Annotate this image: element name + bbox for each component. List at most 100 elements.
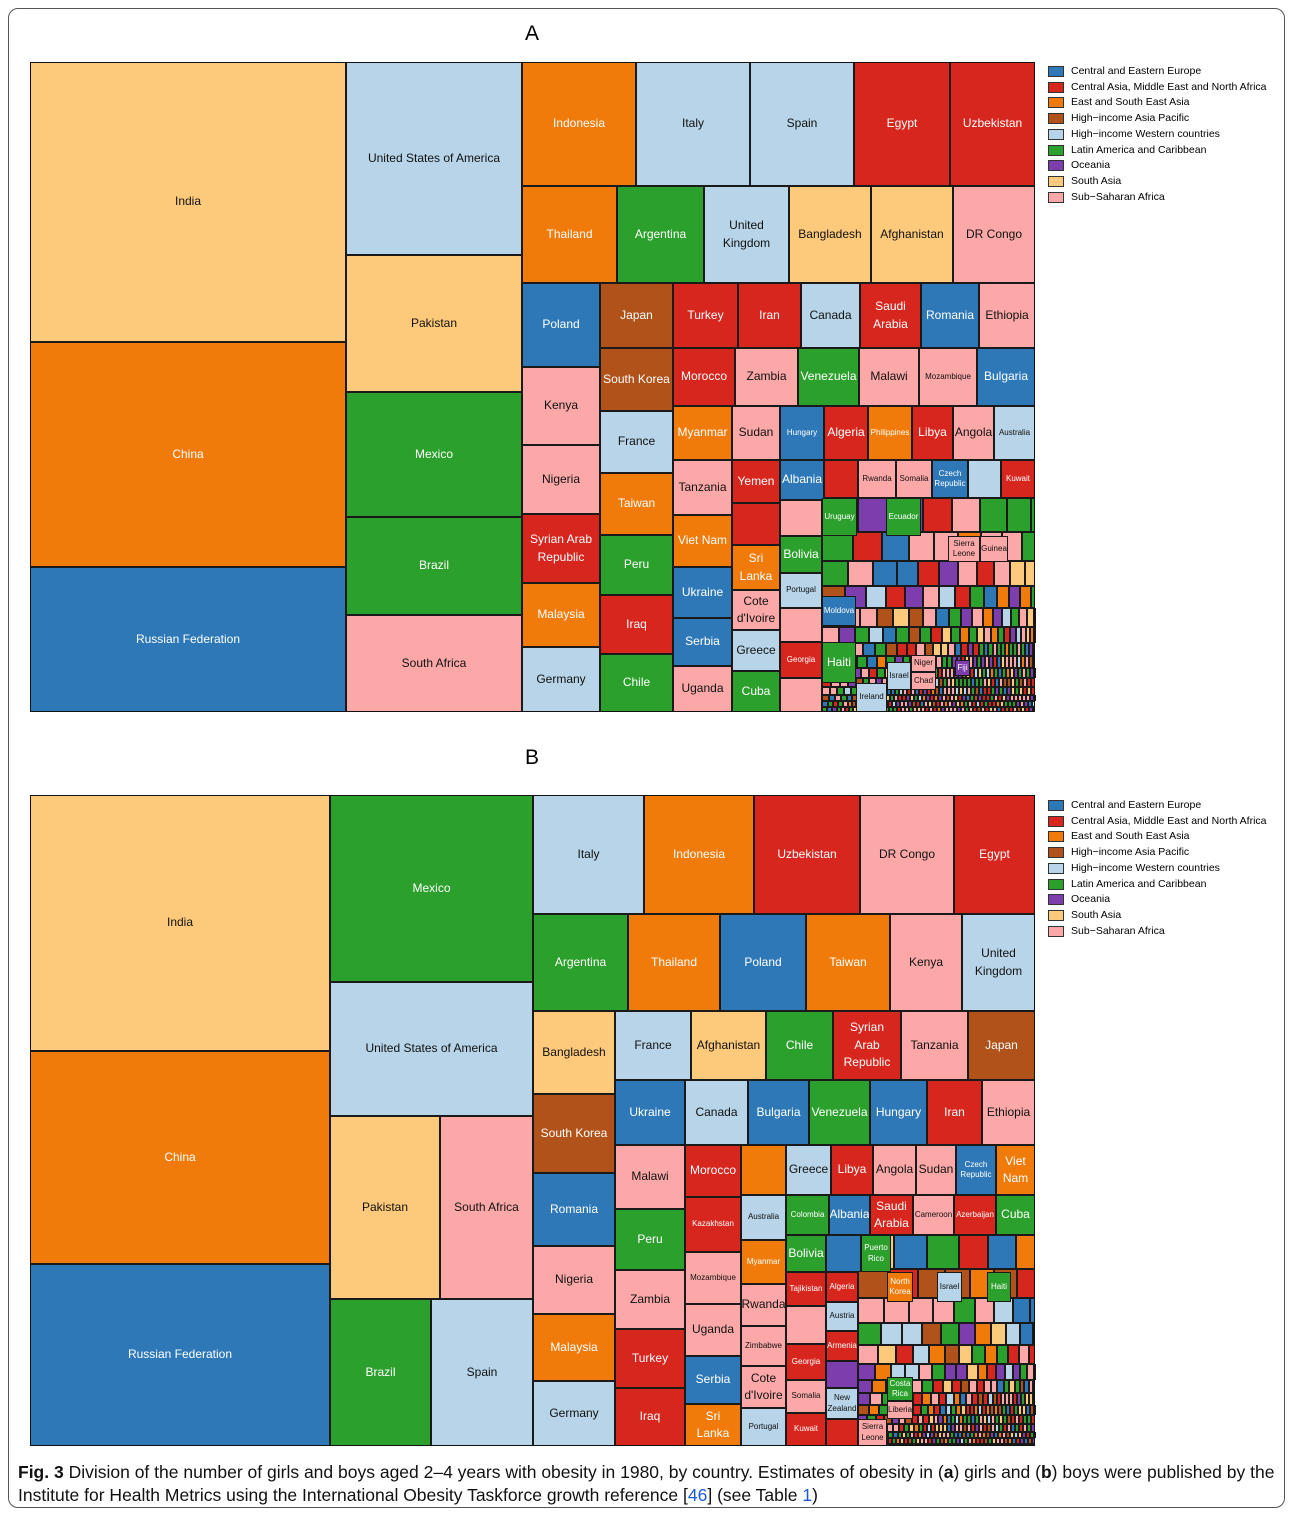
small-tile [1030,1431,1035,1439]
small-tile [948,1438,953,1444]
caption-text: Division of the number of girls and boys… [63,1462,944,1482]
small-tile [989,1405,994,1416]
small-tile [1002,678,1007,688]
small-tile [858,1405,869,1416]
small-tile [947,656,953,669]
country-tile: Costa Rica [887,1377,913,1401]
small-tile [958,1235,989,1269]
country-tile: Colombia [786,1195,829,1235]
small-tile [918,1431,923,1439]
small-tile [944,1438,949,1444]
small-tile [833,701,839,707]
legend-label: East and South East Asia [1071,830,1190,843]
small-tile [1026,608,1034,627]
small-tile [881,532,909,562]
country-tile: Malawi [615,1145,685,1209]
small-tile [1033,668,1036,679]
small-tile [872,1379,886,1394]
small-tile [984,626,992,643]
small-tile [1000,1438,1005,1444]
country-tile: Syrian Arab Republic [522,514,600,583]
small-tile [999,687,1003,695]
country-tile: Romania [533,1173,615,1246]
small-tile [838,626,855,643]
small-tile [931,626,942,643]
small-tile [822,561,849,587]
small-tile [893,608,909,627]
country-tile: Italy [533,795,644,914]
small-tile [994,678,999,688]
small-tile [988,701,993,707]
small-tile [1002,1431,1007,1439]
small-tile [1030,1415,1035,1425]
small-tile [997,626,1005,643]
small-tile [926,1431,931,1439]
small-tile [1028,1345,1035,1364]
small-tile [1010,626,1016,643]
small-tile [950,1415,955,1425]
caption-text: ] (see Table [707,1485,803,1505]
small-tile [859,608,878,627]
country-tile: United States of America [330,982,533,1116]
small-tile [835,694,842,702]
small-tile [938,1415,943,1425]
small-tile [922,608,937,627]
small-tile [1013,656,1018,669]
small-tile [941,656,948,669]
small-tile [912,701,917,707]
small-tile [932,1363,945,1380]
small-tile [1026,678,1031,688]
small-tile [858,1393,871,1406]
small-tile [861,668,870,679]
small-tile [962,1431,967,1439]
small-tile [786,1306,826,1344]
small-tile [956,701,961,707]
small-tile [1033,1363,1036,1380]
small-tile [974,1431,979,1439]
small-tile [1010,694,1015,702]
small-tile [909,1298,933,1324]
small-tile [852,701,857,707]
small-tile [1019,1424,1023,1432]
legend-label: High−income Asia Pacific [1071,846,1190,859]
small-tile [1012,1298,1030,1324]
country-tile: Greece [732,630,780,671]
small-tile [888,701,893,707]
small-tile [968,1438,973,1444]
small-tile [1005,1393,1010,1406]
country-tile: Haiti [822,642,856,683]
country-tile: Cuba [996,1195,1035,1235]
small-tile [910,694,915,702]
small-tile [959,1424,963,1432]
country-tile: Uzbekistan [754,795,860,914]
country-tile: Mozambique [919,348,977,406]
small-tile [906,1431,911,1439]
country-tile: Tanzania [673,460,732,515]
small-tile [1010,1431,1015,1439]
caption-text: a [943,1462,954,1482]
small-tile [932,1438,937,1444]
country-tile: Canada [801,283,860,348]
country-tile: Sri Lanka [685,1404,741,1446]
small-tile [1001,668,1006,679]
small-tile [858,1345,878,1364]
small-tile [822,687,830,695]
small-tile [870,1393,883,1406]
small-tile [954,678,959,688]
country-tile: Zambia [615,1270,685,1329]
country-tile: China [30,1051,330,1264]
small-tile [987,687,991,695]
country-tile: Uganda [673,666,732,712]
small-tile [1008,701,1013,707]
small-tile [991,687,995,695]
small-tile [1009,561,1026,587]
small-tile [990,1415,995,1425]
country-tile: Venezuela [798,348,859,406]
legend-swatch [1048,113,1064,125]
small-tile [927,1424,931,1432]
small-tile [989,668,994,679]
country-tile: Bangladesh [789,186,871,283]
small-tile [982,1431,987,1439]
small-tile [1029,1405,1034,1416]
